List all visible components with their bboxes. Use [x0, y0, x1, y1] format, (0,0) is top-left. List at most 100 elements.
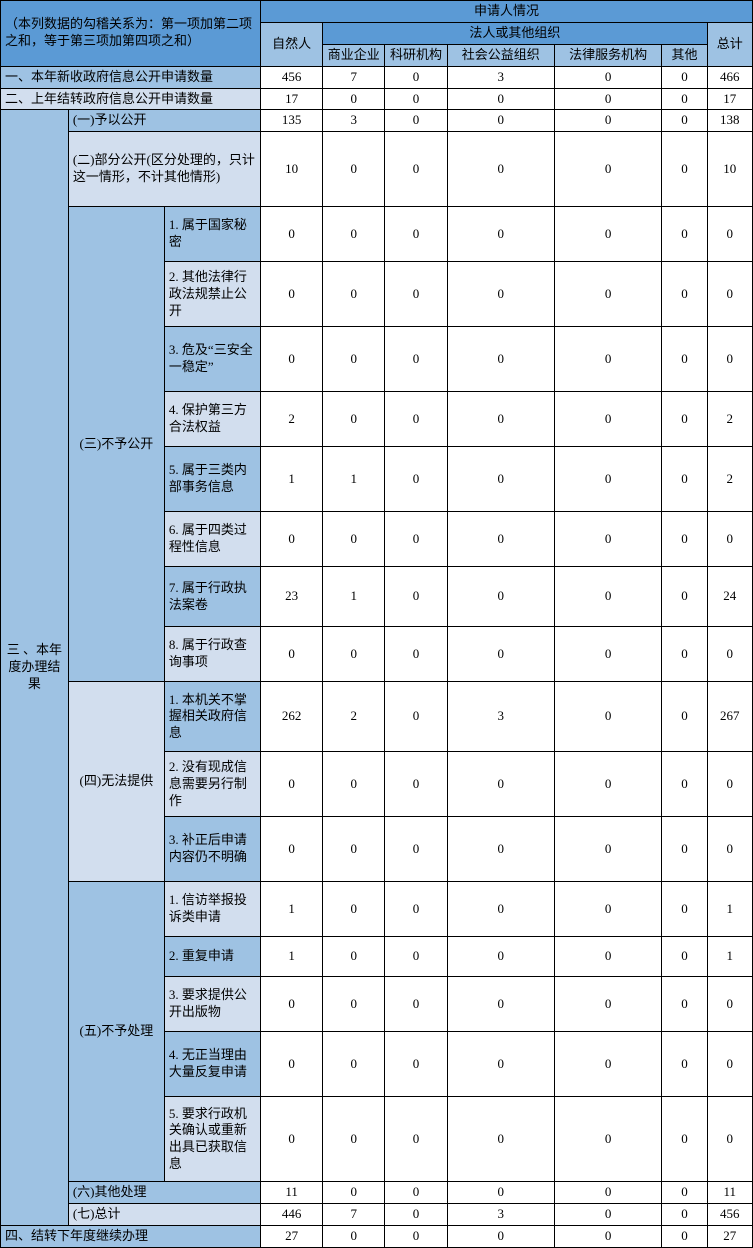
cell: 1	[261, 882, 323, 937]
cell: 0	[554, 132, 661, 207]
cell: 262	[261, 682, 323, 752]
cell: 0	[554, 88, 661, 110]
header-col-public: 社会公益组织	[447, 44, 554, 66]
cell: 0	[323, 207, 385, 262]
header-col-research: 科研机构	[385, 44, 447, 66]
row-label: 2. 重复申请	[164, 937, 260, 977]
cell: 0	[261, 262, 323, 327]
header-legal: 法人或其他组织	[323, 22, 707, 44]
cell: 0	[447, 567, 554, 627]
sec3-4-label: (四)无法提供	[68, 682, 164, 882]
cell: 0	[707, 512, 752, 567]
cell: 0	[662, 512, 707, 567]
row-label: 4. 保护第三方合法权益	[164, 392, 260, 447]
row-label: 6. 属于四类过程性信息	[164, 512, 260, 567]
cell: 0	[261, 627, 323, 682]
cell: 2	[323, 682, 385, 752]
table-row: 一、本年新收政府信息公开申请数量 456 7 0 3 0 0 466	[1, 66, 753, 88]
row-label: (一)予以公开	[68, 110, 260, 132]
cell: 0	[662, 1182, 707, 1204]
cell: 0	[554, 882, 661, 937]
cell: 0	[323, 627, 385, 682]
cell: 0	[662, 66, 707, 88]
row-label: 2. 其他法律行政法规禁止公开	[164, 262, 260, 327]
row-label: 二、上年结转政府信息公开申请数量	[1, 88, 261, 110]
cell: 0	[323, 817, 385, 882]
cell: 3	[447, 66, 554, 88]
cell: 0	[662, 1204, 707, 1226]
cell: 456	[261, 66, 323, 88]
cell: 0	[554, 1204, 661, 1226]
table-row: (五)不予处理 1. 信访举报投诉类申请 1000001	[1, 882, 753, 937]
cell: 27	[261, 1226, 323, 1248]
cell: 0	[323, 977, 385, 1032]
cell: 0	[662, 327, 707, 392]
cell: 0	[554, 817, 661, 882]
cell: 11	[707, 1182, 752, 1204]
cell: 0	[662, 977, 707, 1032]
cell: 446	[261, 1204, 323, 1226]
cell: 0	[261, 327, 323, 392]
cell: 0	[662, 682, 707, 752]
cell: 0	[707, 752, 752, 817]
cell: 0	[707, 327, 752, 392]
cell: 0	[447, 1032, 554, 1097]
header-note: （本列数据的勾稽关系为：第一项加第二项之和，等于第三项加第四项之和）	[1, 1, 261, 67]
cell: 0	[323, 262, 385, 327]
cell: 27	[707, 1226, 752, 1248]
cell: 0	[323, 937, 385, 977]
cell: 0	[261, 977, 323, 1032]
row-label: 3. 要求提供公开出版物	[164, 977, 260, 1032]
cell: 0	[662, 207, 707, 262]
cell: 10	[707, 132, 752, 207]
sec3-3-label: (三)不予公开	[68, 207, 164, 682]
row-label: 7. 属于行政执法案卷	[164, 567, 260, 627]
cell: 0	[554, 207, 661, 262]
table-row: 二、上年结转政府信息公开申请数量 17 0 0 0 0 0 17	[1, 88, 753, 110]
cell: 0	[662, 937, 707, 977]
row-label: 4. 无正当理由大量反复申请	[164, 1032, 260, 1097]
cell: 0	[554, 627, 661, 682]
cell: 0	[323, 327, 385, 392]
cell: 0	[447, 447, 554, 512]
cell: 0	[261, 752, 323, 817]
cell: 0	[447, 262, 554, 327]
cell: 0	[261, 1032, 323, 1097]
cell: 0	[554, 262, 661, 327]
row-label: 3. 危及“三安全一稳定”	[164, 327, 260, 392]
cell: 0	[662, 447, 707, 512]
cell: 1	[323, 447, 385, 512]
row-label: 四、结转下年度继续办理	[1, 1226, 261, 1248]
cell: 1	[261, 447, 323, 512]
cell: 0	[447, 627, 554, 682]
cell: 0	[447, 512, 554, 567]
cell: 0	[707, 1097, 752, 1182]
cell: 138	[707, 110, 752, 132]
cell: 0	[323, 512, 385, 567]
row-label: 1. 信访举报投诉类申请	[164, 882, 260, 937]
cell: 1	[261, 937, 323, 977]
cell: 0	[385, 1182, 447, 1204]
cell: 0	[385, 512, 447, 567]
table-row: 四、结转下年度继续办理 270000027	[1, 1226, 753, 1248]
cell: 0	[554, 682, 661, 752]
cell: 0	[554, 512, 661, 567]
cell: 0	[385, 132, 447, 207]
cell: 1	[323, 567, 385, 627]
sec3-5-label: (五)不予处理	[68, 882, 164, 1182]
row-label: 1. 本机关不掌握相关政府信息	[164, 682, 260, 752]
cell: 0	[707, 262, 752, 327]
cell: 0	[707, 977, 752, 1032]
cell: 0	[554, 1097, 661, 1182]
cell: 0	[261, 1097, 323, 1182]
cell: 0	[385, 1226, 447, 1248]
cell: 17	[707, 88, 752, 110]
cell: 0	[323, 132, 385, 207]
table-row: 三 、本年度办理结果 (一)予以公开 135 3 0 0 0 0 138	[1, 110, 753, 132]
cell: 10	[261, 132, 323, 207]
cell: 0	[447, 752, 554, 817]
cell: 0	[447, 882, 554, 937]
cell: 0	[662, 392, 707, 447]
cell: 0	[662, 882, 707, 937]
cell: 0	[447, 1097, 554, 1182]
